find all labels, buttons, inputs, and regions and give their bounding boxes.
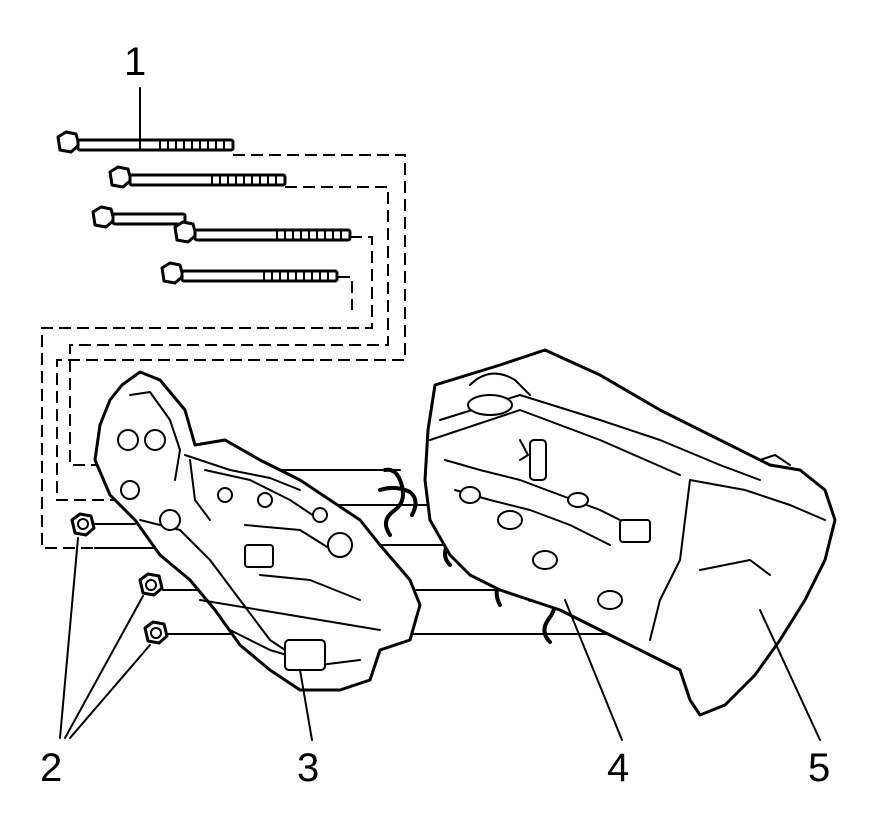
leader-lines bbox=[59, 87, 821, 741]
callout-1: 1 bbox=[124, 40, 147, 84]
bolt-alignment-lines bbox=[41, 154, 406, 549]
callout-3: 3 bbox=[297, 746, 320, 790]
callout-5: 5 bbox=[808, 746, 831, 790]
bolt-5 bbox=[160, 261, 339, 285]
bolt-2 bbox=[108, 165, 287, 189]
intake-manifold bbox=[93, 370, 422, 692]
bolt-group bbox=[56, 130, 352, 285]
bolt-3 bbox=[91, 205, 187, 229]
bolt-1 bbox=[56, 130, 235, 154]
nut-1 bbox=[70, 512, 136, 537]
bolt-4 bbox=[173, 220, 352, 244]
engine-cylinder-head bbox=[423, 348, 837, 717]
callout-2: 2 bbox=[40, 746, 63, 790]
callout-4: 4 bbox=[607, 746, 630, 790]
